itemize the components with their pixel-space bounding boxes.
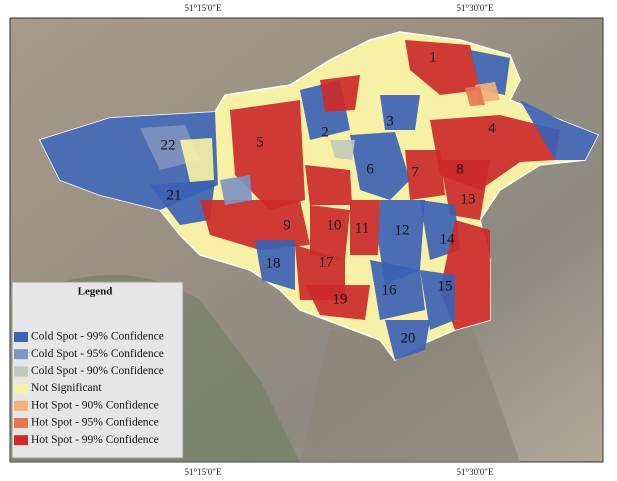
- district-number: 10: [327, 217, 342, 233]
- hotspot-patch: [150, 180, 215, 225]
- district-number: 13: [461, 191, 476, 207]
- hotspot-patch: [350, 132, 410, 200]
- bottom-coordinate: 51°30'0"E: [457, 467, 494, 477]
- district-number: 18: [266, 255, 281, 271]
- district-number: 15: [438, 278, 453, 294]
- hotspot-patch: [350, 200, 380, 255]
- hotspot-patch: [305, 165, 352, 205]
- hotspot-patch: [305, 285, 370, 320]
- legend-swatch: [14, 383, 28, 394]
- district-number: 17: [319, 254, 335, 270]
- hotspot-patch: [405, 150, 445, 200]
- legend-label: Cold Spot - 90% Confidence: [31, 365, 164, 377]
- district-number: 3: [386, 113, 394, 129]
- hotspot-patch: [180, 138, 214, 182]
- hotspot-patch: [520, 100, 598, 160]
- legend-swatch: [14, 349, 28, 360]
- legend-swatch: [14, 366, 28, 377]
- hotspot-patch: [330, 140, 355, 160]
- legend-label: Not Significant: [31, 382, 102, 394]
- legend-label: Hot Spot - 95% Confidence: [31, 417, 159, 429]
- top-coordinate: 51°15'0"E: [185, 3, 222, 13]
- south-plain: [300, 320, 520, 462]
- hotspot-patch: [200, 200, 310, 250]
- district-number: 5: [256, 134, 264, 150]
- legend-label: Hot Spot - 99% Confidence: [31, 434, 159, 446]
- district-number: 8: [456, 161, 464, 177]
- hotspot-patch: [320, 75, 360, 112]
- hotspot-patch: [370, 260, 425, 320]
- hotspot-patch: [405, 40, 480, 95]
- district-number: 9: [283, 217, 291, 233]
- legend-swatch: [14, 435, 28, 446]
- district-number: 7: [411, 164, 419, 180]
- hotspot-patch: [310, 205, 350, 260]
- legend: Legend Cold Spot - 99% Confidence Cold Sp…: [11, 281, 184, 459]
- hotspot-patch: [470, 50, 510, 95]
- top-coordinate: 51°30'0"E: [457, 3, 494, 13]
- district-number: 21: [167, 187, 182, 203]
- district-number: 2: [321, 124, 329, 140]
- district-number: 14: [440, 231, 456, 247]
- hotspot-patch: [420, 270, 455, 330]
- district-number: 11: [355, 220, 369, 236]
- hotspot-patch: [220, 175, 252, 205]
- hotspot-patch: [255, 240, 295, 290]
- legend-swatch: [14, 418, 28, 428]
- legend-title: Legend: [78, 286, 113, 298]
- hotspot-patch: [380, 95, 420, 130]
- legend-swatch: [14, 400, 28, 411]
- hotspot-patch: [378, 200, 425, 285]
- district-number: 20: [401, 330, 416, 346]
- bottom-coordinate: 51°15'0"E: [185, 467, 222, 477]
- legend-swatch: [14, 332, 28, 342]
- legend-label: Hot Spot - 90% Confidence: [31, 399, 159, 411]
- district-number: 19: [333, 291, 348, 307]
- legend-label: Cold Spot - 99% Confidence: [31, 331, 164, 343]
- legend-label: Cold Spot - 95% Confidence: [31, 348, 164, 360]
- district-number: 16: [382, 282, 398, 298]
- district-number: 12: [395, 222, 410, 238]
- district-number: 4: [488, 120, 496, 136]
- district-number: 6: [366, 161, 374, 177]
- legend-box: [11, 281, 184, 459]
- hotspot-patch: [465, 86, 485, 106]
- district-number: 1: [429, 49, 437, 65]
- hotspot-patch: [385, 320, 430, 360]
- district-number: 22: [161, 137, 176, 153]
